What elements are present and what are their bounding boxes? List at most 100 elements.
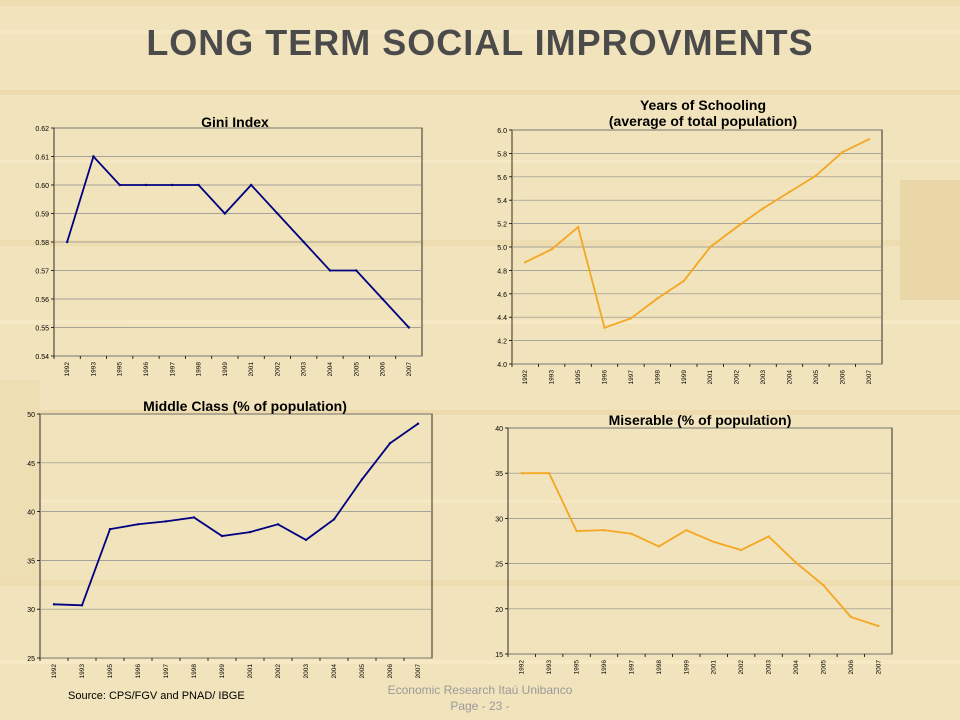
x-tick-label: 2002 (274, 362, 281, 377)
data-point (524, 261, 527, 264)
y-tick-label: 4.6 (497, 292, 507, 299)
x-tick-label: 2004 (793, 660, 800, 675)
data-point (656, 297, 659, 300)
schooling-plot: 4.0 4.2 4.4 4.6 4.8 5.0 5.2 5.4 5.6 5.8 6.0 1992 199… (497, 128, 883, 385)
plot-area (39, 413, 433, 659)
x-tick-label: 2003 (766, 660, 773, 675)
series-line (53, 423, 419, 607)
x-tick-label: 2006 (848, 660, 855, 675)
y-tick-label: 0.59 (35, 212, 49, 219)
y-tick-label: 0.58 (35, 240, 49, 247)
data-point (407, 326, 411, 329)
y-tick-label: 40 (27, 510, 35, 517)
data-point (867, 138, 870, 141)
chart-subtitle: (average of total population) (608, 113, 798, 129)
data-point (388, 442, 392, 445)
data-point (547, 472, 551, 475)
x-tick-label: 1998 (191, 664, 198, 678)
slide-title: LONG TERM SOCIAL IMPROVMENTS (146, 22, 814, 63)
data-point (276, 523, 280, 526)
x-tick-label: 1997 (628, 660, 635, 675)
y-tick-label: 0.55 (35, 326, 49, 333)
x-tick-label: 2003 (760, 370, 767, 385)
y-tick-label: 5.0 (497, 245, 507, 252)
x-tick-label: 1996 (602, 370, 609, 385)
x-tick-label: 2001 (707, 370, 714, 385)
gini-chart: Gini Index 0.54 0.55 0.56 0.57 0.58 0.59 0.60 0… (10, 110, 430, 388)
y-tick-label: 0.56 (35, 297, 49, 304)
x-tick-label: 2005 (813, 370, 820, 385)
y-tick-label: 5.8 (497, 151, 507, 158)
x-tick-label: 1999 (683, 660, 690, 675)
y-tick-label: 4.8 (497, 268, 507, 275)
x-tick-label: 2003 (303, 664, 310, 678)
x-tick-label: 1993 (549, 370, 556, 385)
data-point (712, 540, 715, 544)
y-tick-label: 15 (495, 652, 503, 659)
series-line (66, 154, 410, 329)
data-point (355, 269, 358, 272)
y-tick-label: 5.6 (497, 175, 507, 182)
data-point (223, 212, 227, 215)
y-tick-label: 25 (495, 562, 503, 569)
x-tick-label: 2007 (875, 660, 882, 675)
x-tick-label: 1992 (51, 664, 58, 678)
data-point (332, 518, 336, 521)
data-point (576, 225, 580, 229)
x-tick-label: 2001 (711, 660, 718, 675)
y-tick-label: 0.57 (35, 269, 49, 276)
data-point (416, 422, 420, 425)
data-point (822, 584, 825, 587)
x-tick-label: 2005 (820, 660, 827, 675)
x-tick-label: 1996 (135, 664, 142, 678)
x-tick-label: 2003 (301, 362, 308, 377)
y-tick-label: 0.60 (35, 183, 49, 190)
x-tick-label: 1992 (522, 370, 529, 385)
x-tick-label: 1998 (654, 370, 661, 385)
data-point (657, 545, 661, 548)
series-line (521, 472, 879, 627)
x-tick-label: 1996 (601, 660, 608, 675)
plot-area (507, 427, 893, 655)
data-point (249, 183, 253, 187)
x-tick-label: 2005 (353, 362, 360, 377)
data-point (220, 534, 224, 538)
data-point (739, 548, 743, 552)
data-point (602, 528, 606, 532)
y-tick-label: 35 (495, 471, 503, 478)
miserable-plot: 15 20 25 30 35 40 1992 1993 1995 1996 1997 1998 1999… (495, 426, 893, 675)
x-tick-label: 2006 (380, 362, 387, 377)
data-point (788, 190, 791, 194)
chart-title: Years of Schooling (average of total pop… (508, 97, 898, 129)
x-tick-label: 1999 (681, 370, 688, 385)
x-tick-label: 1998 (196, 362, 203, 377)
chart-title: Miserable (% of population) (608, 412, 792, 428)
y-tick-label: 4.4 (497, 315, 507, 322)
data-point (92, 155, 95, 158)
source-note: Source: CPS/FGV and PNAD/ IBGE (68, 690, 245, 702)
middle-class-chart: Middle Class (% of population) 25 30 35 40 4… (10, 396, 440, 678)
x-tick-label: 1995 (117, 362, 124, 377)
data-point (381, 297, 384, 301)
x-tick-label: 2007 (415, 664, 422, 678)
data-point (360, 478, 364, 481)
x-tick-label: 2007 (866, 370, 873, 385)
data-point (685, 528, 688, 532)
data-point (767, 535, 770, 538)
data-point (794, 561, 798, 564)
x-tick-label: 2001 (247, 664, 254, 678)
miserable-chart: Miserable (% of population) 15 20 25 30 35 40… (470, 408, 900, 682)
x-tick-label: 1997 (163, 664, 170, 678)
y-tick-label: 0.54 (35, 354, 49, 361)
x-tick-label: 2004 (331, 664, 338, 678)
data-point (136, 523, 140, 526)
data-point (735, 225, 738, 229)
x-tick-label: 1999 (219, 664, 226, 678)
x-tick-label: 2002 (734, 370, 741, 385)
footer: Economic Research Itaú Unibanco Page - 2… (360, 682, 600, 714)
data-point (108, 527, 112, 531)
y-tick-label: 50 (27, 412, 35, 419)
y-tick-label: 4.2 (497, 339, 507, 346)
data-point (328, 269, 332, 272)
y-tick-label: 45 (27, 461, 35, 468)
